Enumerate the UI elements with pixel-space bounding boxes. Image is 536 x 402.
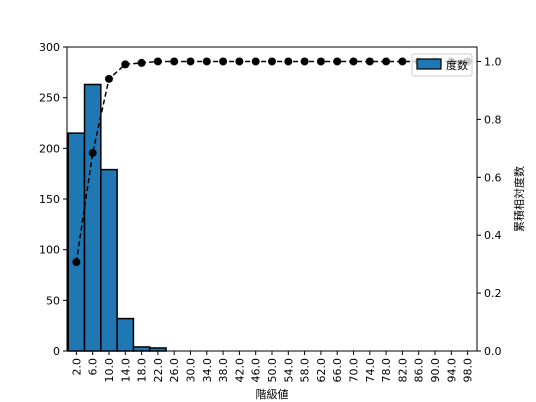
right-y-tick-label: 0.8 — [484, 113, 502, 126]
cumulative-point-54.0 — [284, 57, 293, 66]
bars-layer — [67, 83, 167, 352]
bar-18.0 — [132, 346, 151, 352]
cumulative-line-layer — [72, 57, 472, 267]
x-tick-label-62.0: 62.0 — [315, 358, 328, 383]
x-tick-label-66.0: 66.0 — [331, 358, 344, 383]
left-y-tick-label: 150 — [39, 193, 60, 206]
cumulative-point-6.0 — [88, 148, 97, 157]
left-y-tick-label: 50 — [46, 294, 60, 307]
bar-14.0 — [116, 317, 135, 352]
cumulative-point-42.0 — [235, 57, 244, 66]
x-tick-label-90.0: 90.0 — [429, 358, 442, 383]
x-tick-label-86.0: 86.0 — [413, 358, 426, 383]
right-y-axis: 0.0 0.2 0.4 0.6 0.8 1.0 — [477, 55, 502, 358]
right-y-tick-label: 0.0 — [484, 345, 502, 358]
cumulative-point-70.0 — [349, 57, 358, 66]
x-tick-label-70.0: 70.0 — [348, 358, 361, 383]
legend: 度数 — [411, 53, 473, 77]
left-y-tick-label: 0 — [53, 345, 60, 358]
x-tick-label-42.0: 42.0 — [233, 358, 246, 383]
x-tick-label-74.0: 74.0 — [364, 358, 377, 383]
x-axis: 2.0 6.0 10.0 14.0 18.0 22.0 26.0 30.0 34.0 38.0 42… — [70, 351, 475, 383]
legend-swatch — [416, 58, 442, 70]
cumulative-point-22.0 — [153, 57, 162, 66]
left-y-tick-label: 300 — [39, 41, 60, 54]
right-y-tick-label: 0.4 — [484, 229, 502, 242]
x-tick-label-98.0: 98.0 — [462, 358, 475, 383]
left-y-tick-label: 200 — [39, 142, 60, 155]
bar-2.0 — [67, 132, 86, 352]
cumulative-point-10.0 — [104, 74, 113, 83]
x-tick-label-54.0: 54.0 — [282, 358, 295, 383]
x-tick-label-82.0: 82.0 — [396, 358, 409, 383]
cumulative-point-50.0 — [268, 57, 276, 66]
x-tick-label-18.0: 18.0 — [136, 358, 149, 383]
x-tick-label-34.0: 34.0 — [201, 358, 214, 383]
x-tick-label-38.0: 38.0 — [217, 358, 230, 383]
x-tick-label-2.0: 2.0 — [70, 358, 83, 376]
cumulative-point-62.0 — [316, 57, 325, 66]
x-tick-label-14.0: 14.0 — [119, 358, 132, 383]
x-tick-label-30.0: 30.0 — [184, 358, 197, 383]
cumulative-point-82.0 — [398, 57, 407, 66]
x-tick-label-46.0: 46.0 — [250, 358, 263, 383]
x-tick-label-10.0: 10.0 — [103, 358, 116, 383]
left-y-tick-label: 100 — [39, 244, 60, 257]
cumulative-point-58.0 — [300, 57, 309, 66]
right-y-tick-label: 0.2 — [484, 287, 502, 300]
right-y-axis-label: 累積相対度数 — [512, 166, 526, 232]
x-tick-label-58.0: 58.0 — [299, 358, 312, 383]
cumulative-point-2.0 — [72, 258, 81, 267]
x-tick-label-94.0: 94.0 — [445, 358, 458, 383]
cumulative-point-34.0 — [202, 57, 211, 66]
x-tick-label-22.0: 22.0 — [152, 358, 165, 383]
right-y-tick-label: 0.6 — [484, 171, 502, 184]
cumulative-line — [75, 60, 468, 263]
cumulative-point-18.0 — [137, 58, 146, 67]
legend-label: 度数 — [446, 58, 468, 72]
x-tick-label-78.0: 78.0 — [380, 358, 393, 383]
cumulative-point-14.0 — [121, 60, 130, 69]
left-y-tick-label: 250 — [39, 92, 60, 105]
cumulative-point-38.0 — [219, 57, 228, 66]
x-axis-label: 階級値 — [256, 387, 289, 401]
plot-frame — [66, 46, 478, 352]
x-tick-label-26.0: 26.0 — [168, 358, 181, 383]
cumulative-point-74.0 — [365, 57, 374, 66]
cumulative-point-26.0 — [170, 57, 179, 66]
cumulative-point-30.0 — [186, 57, 195, 66]
right-y-tick-label: 1.0 — [484, 55, 502, 68]
cumulative-point-78.0 — [382, 57, 391, 66]
left-y-axis: 0 50 100 150 200 250 300 — [39, 41, 67, 358]
cumulative-point-46.0 — [251, 57, 260, 66]
cumulative-point-66.0 — [333, 57, 342, 66]
bar-10.0 — [100, 168, 118, 352]
x-tick-label-6.0: 6.0 — [87, 358, 100, 376]
x-tick-label-50.0: 50.0 — [266, 358, 279, 383]
